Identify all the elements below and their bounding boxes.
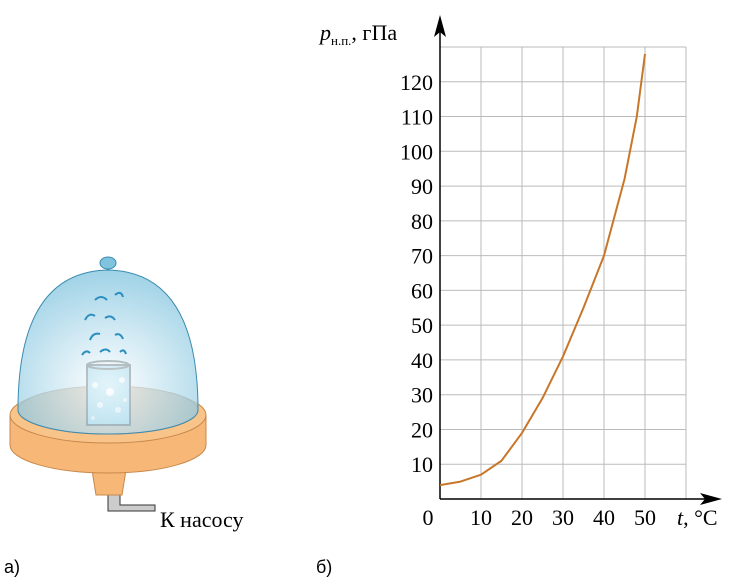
pump-label: К насосу [160,507,244,532]
y-tick-label: 10 [411,452,433,477]
y-tick-label: 20 [411,417,433,442]
x-tick-label: 0 [423,505,434,530]
x-axis-label: t, °C [677,505,718,530]
panel-label: а) [4,557,20,577]
panel-label: б) [316,557,332,577]
y-tick-label: 60 [411,278,433,303]
y-axis-label: pн.п., гПа [318,20,397,48]
data-line [440,54,645,485]
y-tick-label: 80 [411,209,433,234]
y-label-unit: , гПа [351,20,397,45]
y-tick-label: 120 [400,70,433,95]
y-tick-label: 110 [401,105,433,130]
y-label-symbol: p [318,20,331,45]
y-label-subscript: н.п. [331,33,351,48]
y-tick-label: 70 [411,244,433,269]
figure: К насосу а) б) 0 10 20 30 40 50 10 20 30 40 50 60 70… [0,0,735,578]
x-tick-label: 50 [634,505,656,530]
x-tick-label: 10 [470,505,492,530]
x-label-unit: , °C [683,505,717,530]
y-tick-label: 30 [411,383,433,408]
y-tick-label: 90 [411,174,433,199]
x-tick-label: 20 [511,505,533,530]
y-tick-label: 40 [411,348,433,373]
x-tick-label: 40 [593,505,615,530]
y-tick-label: 50 [411,313,433,338]
bell-jar-illustration [10,257,206,511]
x-tick-label: 30 [552,505,574,530]
y-tick-label: 100 [400,139,433,164]
